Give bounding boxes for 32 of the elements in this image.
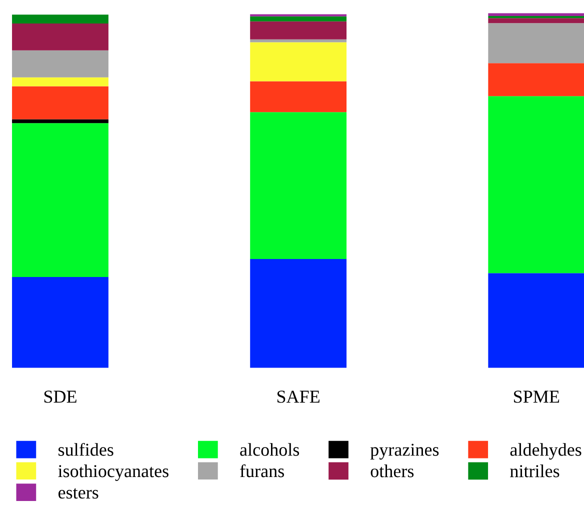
bar <box>488 16 584 18</box>
x-tick-label: SAFE <box>277 390 320 403</box>
legend-label: sulfides <box>58 442 114 456</box>
bar <box>250 112 347 259</box>
bar <box>488 23 584 64</box>
bar <box>12 23 108 50</box>
bar <box>250 42 347 82</box>
bar <box>12 119 108 124</box>
bar <box>250 21 347 40</box>
legend-label: nitriles <box>510 464 560 478</box>
bar <box>12 86 108 120</box>
bar <box>250 81 347 112</box>
bar <box>12 50 108 78</box>
bar <box>12 277 108 368</box>
bar <box>250 258 347 368</box>
bar <box>488 96 584 274</box>
x-tick-label: SDE <box>44 390 76 403</box>
x-tick-label: SPME <box>514 390 560 403</box>
bar <box>488 273 584 368</box>
bar <box>12 14 108 24</box>
bar <box>488 63 584 96</box>
bar <box>12 123 108 278</box>
legend-label: furans <box>240 464 284 478</box>
legend-label: aldehydes <box>510 443 582 460</box>
legend-label: esters <box>58 488 98 499</box>
bar <box>250 16 347 22</box>
legend-label: alcohols <box>240 443 300 456</box>
legend-label: isothiocyanates <box>58 464 168 481</box>
bar <box>488 18 584 24</box>
legend-label: pyrazines <box>370 444 439 460</box>
legend-label: others <box>370 464 414 478</box>
bar <box>12 77 108 86</box>
